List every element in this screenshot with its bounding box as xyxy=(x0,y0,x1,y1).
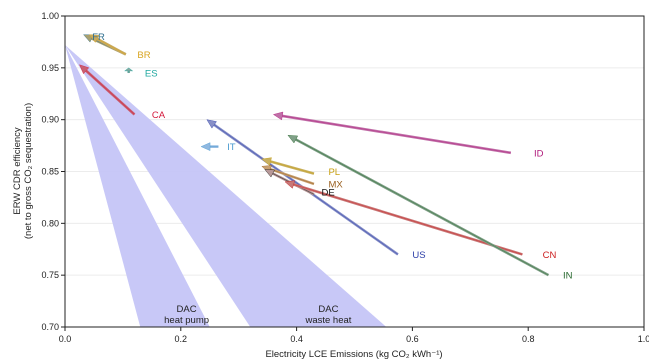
arrow-shaft-core xyxy=(97,38,126,55)
country-arrows xyxy=(79,34,550,277)
arrow-shaft-core xyxy=(85,70,135,115)
country-label-it: IT xyxy=(227,142,236,153)
y-axis-label: ERW CDR efficiency (net to gross CO₂ seq… xyxy=(12,103,34,239)
arrow-shaft-core xyxy=(270,168,315,185)
band-label-line1: DAC xyxy=(177,304,197,315)
country-label-mx: MX xyxy=(328,179,343,190)
x-tick-label: 0.0 xyxy=(59,334,72,344)
arrow-es xyxy=(124,67,134,74)
arrow-ca xyxy=(79,64,136,116)
country-label-fr: FR xyxy=(92,32,105,43)
country-label-pl: PL xyxy=(328,167,340,178)
country-label-ca: CA xyxy=(152,110,166,121)
arrow-shaft-core xyxy=(295,139,549,276)
x-tick-label: 0.8 xyxy=(522,334,535,344)
band-label-line1: DAC xyxy=(318,304,338,315)
x-axis-label: Electricity LCE Emissions (kg CO₂ kWh⁻¹) xyxy=(265,349,442,360)
y-tick-label: 0.85 xyxy=(41,167,59,177)
arrow-head xyxy=(284,180,296,189)
x-axis-ticks: 0.0 0.2 0.4 0.6 0.8 1.0 xyxy=(59,327,649,344)
arrow-shaft-core xyxy=(293,184,523,255)
y-axis-label-line1: ERW CDR efficiency xyxy=(12,127,23,215)
arrow-id xyxy=(272,111,512,155)
arrow-in xyxy=(287,134,550,277)
y-axis-label-line2: (net to gross CO₂ sequestration) xyxy=(23,103,34,239)
country-label-us: US xyxy=(412,250,425,261)
country-label-cn: CN xyxy=(543,250,557,261)
y-axis-ticks: 0.70 0.75 0.80 0.85 0.90 0.95 1.00 xyxy=(41,11,65,332)
x-tick-label: 0.4 xyxy=(290,334,303,344)
x-tick-label: 1.0 xyxy=(638,334,649,344)
dac-band-1 xyxy=(65,45,387,327)
band-label-line2: waste heat xyxy=(304,315,351,326)
arrow-it xyxy=(200,142,219,151)
arrow-cn xyxy=(284,180,523,256)
arrow-head xyxy=(88,34,100,43)
country-label-in: IN xyxy=(563,271,573,282)
arrow-head xyxy=(264,169,275,178)
y-tick-label: 0.80 xyxy=(41,218,59,228)
y-tick-label: 0.95 xyxy=(41,63,59,73)
dac-band-0 xyxy=(65,45,210,327)
y-tick-label: 0.90 xyxy=(41,115,59,125)
band-label-line2: heat pump xyxy=(164,315,209,326)
y-tick-label: 1.00 xyxy=(41,11,59,21)
x-tick-label: 0.6 xyxy=(406,334,419,344)
arrow-br xyxy=(88,34,127,56)
arrow-head xyxy=(261,157,272,166)
arrow-head xyxy=(206,119,217,129)
arrow-pl xyxy=(261,157,315,175)
y-tick-label: 0.75 xyxy=(41,270,59,280)
arrow-shaft-core xyxy=(282,115,511,154)
arrow-head xyxy=(79,64,90,75)
arrow-shaft-core xyxy=(270,161,315,174)
dac-bands xyxy=(65,45,387,327)
country-label-br: BR xyxy=(137,50,150,61)
country-label-de: DE xyxy=(321,188,334,199)
y-tick-label: 0.70 xyxy=(41,322,59,332)
country-label-id: ID xyxy=(534,148,544,159)
country-label-es: ES xyxy=(145,69,158,80)
arrow-head xyxy=(287,134,299,144)
x-tick-label: 0.2 xyxy=(175,334,188,344)
arrow-head xyxy=(200,142,211,151)
arrow-head xyxy=(272,111,284,121)
arrow-head xyxy=(124,67,134,72)
